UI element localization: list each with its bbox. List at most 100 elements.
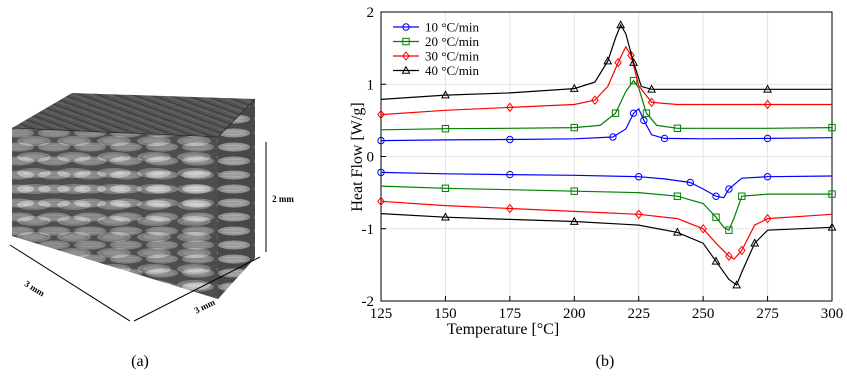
dimension-line-front: [9, 244, 131, 322]
y-tick-label: 1: [367, 77, 375, 93]
series-line-cooling: [380, 213, 833, 287]
marker-circle: [763, 134, 772, 143]
marker-square: [712, 213, 720, 221]
x-tick-label: 125: [370, 306, 393, 322]
marker-circle: [402, 23, 410, 31]
series-line-heating: [380, 107, 833, 142]
y-tick-label: -2: [362, 294, 375, 310]
marker-circle: [609, 133, 617, 141]
x-tick-label: 225: [627, 306, 650, 322]
dimension-label-side: 3 mm: [193, 297, 217, 316]
marker-triangle: [711, 256, 721, 265]
series-line-heating: [380, 45, 832, 116]
cube-front-face-overlay: [12, 128, 218, 299]
dimension-label-height: 2 mm: [272, 194, 294, 204]
marker-triangle: [763, 84, 773, 93]
marker-diamond: [506, 102, 514, 113]
panel-b-dsc-chart: 125 150 175 200 225 250 275 300 -2 -1 0 1 2 10 °C/mi…: [349, 5, 843, 370]
marker-diamond: [763, 213, 772, 224]
legend-entry-label: 30 °C/min: [425, 49, 479, 64]
marker-diamond: [725, 251, 733, 262]
marker-diamond: [627, 50, 635, 61]
marker-circle: [506, 135, 514, 144]
y-tick-label: -1: [362, 222, 375, 238]
cube-top-face: [12, 93, 255, 137]
legend-entry-label: 20 °C/min: [425, 34, 479, 49]
marker-square: [828, 190, 836, 198]
y-tick-label: 0: [367, 150, 375, 166]
marker-triangle: [647, 84, 657, 93]
marker-circle: [763, 173, 772, 181]
marker-triangle: [629, 57, 639, 66]
marker-square: [441, 124, 450, 133]
x-tick-label: 275: [756, 306, 779, 322]
marker-diamond: [377, 109, 385, 120]
marker-triangle: [440, 212, 450, 221]
cube-side-face: [218, 99, 255, 299]
marker-triangle: [616, 20, 626, 29]
marker-triangle: [603, 56, 613, 65]
marker-diamond: [737, 245, 746, 256]
marker-diamond: [377, 196, 385, 207]
marker-circle: [686, 178, 694, 187]
panel-a-label: (a): [131, 353, 149, 370]
marker-triangle: [440, 90, 450, 99]
x-tick-label: 250: [692, 306, 715, 322]
marker-diamond: [634, 209, 643, 220]
x-tick-label: 300: [821, 306, 844, 322]
series-line-cooling: [380, 171, 833, 199]
dimension-line-side: [133, 256, 261, 322]
marker-circle: [377, 168, 385, 177]
panel-a-micro-ct-cube: 3 mm 3 mm 2 mm (a): [9, 93, 294, 370]
marker-diamond: [402, 51, 410, 61]
legend-entry-label: 10 °C/min: [425, 20, 479, 35]
marker-square: [611, 109, 620, 117]
marker-diamond: [614, 57, 622, 68]
marker-square: [673, 192, 682, 200]
series-diamond: [377, 45, 833, 262]
series-layer: [377, 20, 837, 289]
marker-triangle: [732, 280, 742, 289]
marker-square: [828, 123, 836, 132]
marker-diamond: [591, 95, 599, 105]
x-axis-title: Temperature [°C]: [447, 321, 559, 338]
series-line-heating: [380, 23, 832, 100]
marker-circle: [506, 170, 514, 179]
marker-triangle: [827, 222, 837, 231]
marker-square: [642, 109, 651, 117]
marker-square: [725, 226, 733, 234]
dimension-label-front: 3 mm: [23, 278, 47, 298]
marker-circle: [635, 173, 643, 181]
marker-diamond: [699, 223, 707, 234]
y-tick-label: 2: [367, 5, 375, 21]
marker-square: [738, 192, 746, 200]
marker-square: [402, 37, 410, 46]
marker-circle: [725, 185, 733, 193]
marker-triangle: [401, 65, 411, 74]
marker-circle: [377, 136, 385, 145]
y-axis-title: Heat Flow [W/g]: [349, 102, 366, 211]
marker-triangle: [750, 238, 760, 247]
marker-square: [570, 123, 578, 132]
marker-square: [570, 187, 578, 195]
marker-circle: [712, 192, 720, 200]
cube-side-face-shade: [218, 99, 255, 299]
marker-diamond: [506, 203, 514, 214]
x-tick-label: 150: [434, 306, 457, 322]
marker-circle: [640, 116, 648, 125]
marker-triangle: [569, 83, 579, 92]
series-square: [380, 76, 836, 234]
marker-square: [673, 124, 682, 133]
panel-b-label: (b): [596, 353, 615, 370]
cube-edges: [11, 98, 256, 138]
marker-diamond: [647, 97, 656, 108]
x-tick-label: 200: [563, 306, 586, 322]
x-tick-label: 175: [499, 306, 522, 322]
marker-triangle: [672, 227, 682, 236]
marker-diamond: [763, 99, 772, 110]
series-line-cooling: [380, 200, 833, 260]
legend-entry-label: 40 °C/min: [425, 63, 479, 78]
ticks-layer: 125 150 175 200 225 250 275 300 -2 -1 0 1 2: [362, 5, 844, 322]
